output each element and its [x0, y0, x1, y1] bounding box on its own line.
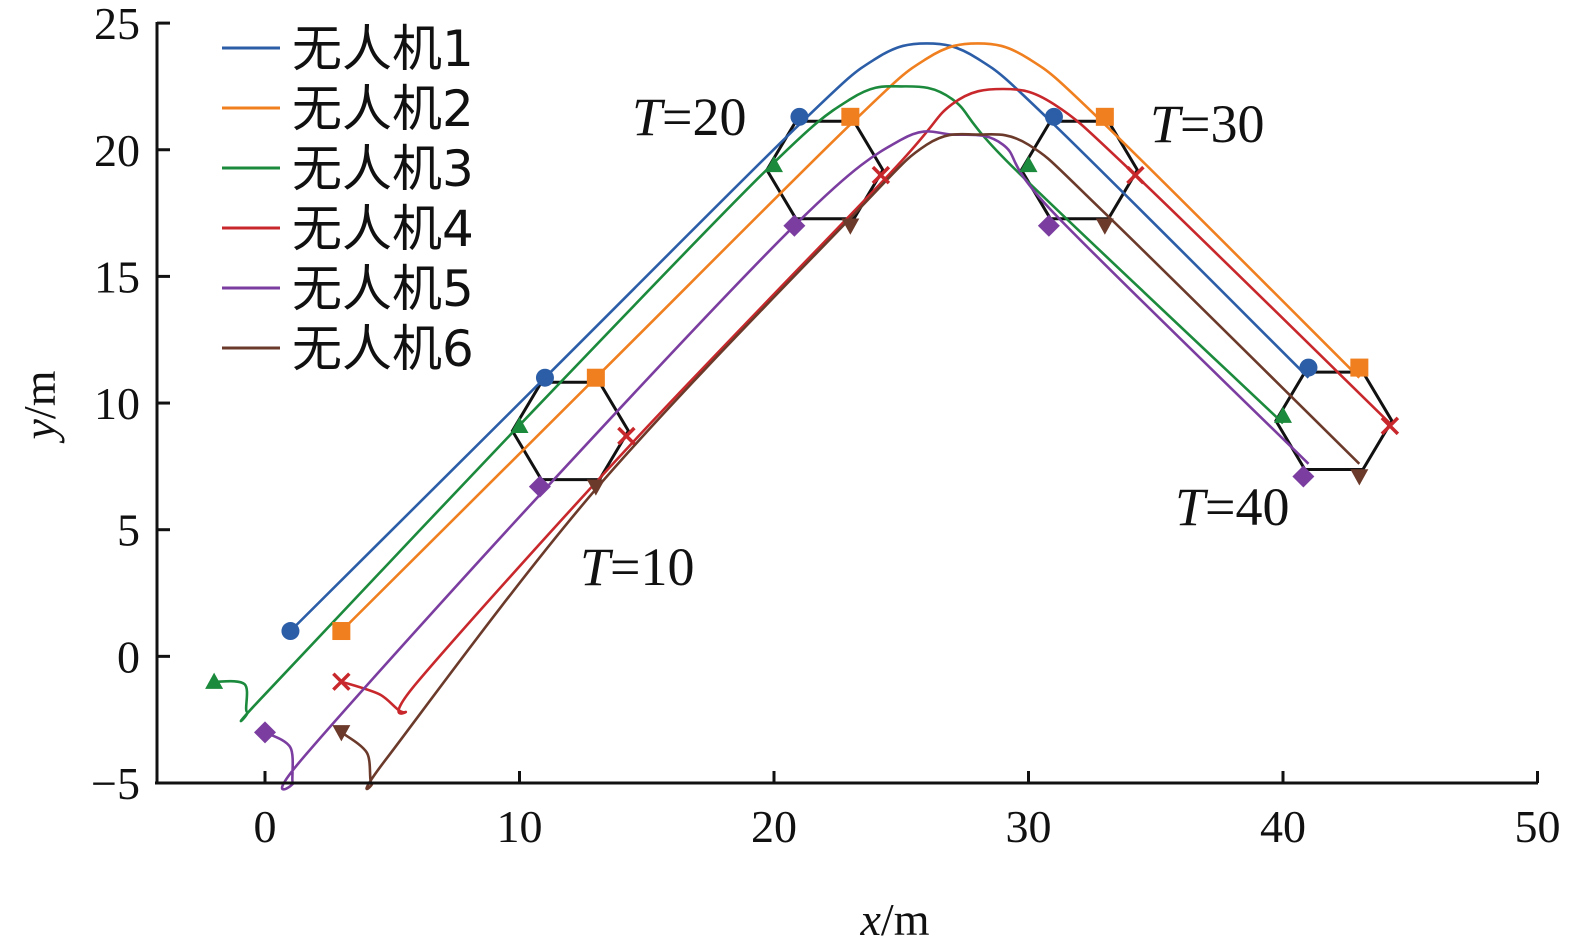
formation-marker-1-5: [528, 475, 551, 498]
formation-marker-1-3: [510, 416, 529, 434]
legend-label-4: 无人机4: [292, 200, 474, 258]
formation-marker-2-5: [783, 214, 806, 237]
start-marker-4: [332, 672, 351, 691]
x-tick-label-30: 30: [1006, 801, 1052, 852]
formation-marker-4-5: [1292, 465, 1315, 488]
formation-marker-2-1: [790, 107, 809, 126]
formation-marker-1-6: [586, 479, 605, 496]
legend-label-6: 无人机6: [292, 320, 474, 378]
formation-marker-4-6: [1350, 469, 1369, 486]
x-axis-title: x/m: [860, 894, 930, 945]
formation-marker-1-2: [586, 368, 605, 387]
formation-marker-3-1: [1044, 107, 1063, 126]
series-line-4: [340, 87, 1391, 715]
annotation-t40: T=40: [1175, 477, 1290, 537]
annotation-t10: T=10: [580, 537, 695, 597]
series-markers: [205, 107, 1400, 744]
formation-marker-2-2: [841, 107, 860, 126]
formation-marker-2-6: [841, 218, 860, 235]
y-axis-title: y/m: [14, 370, 65, 443]
axis-ticks: 0 10 20 30 40 50 −5 0 5 10 15 20 25: [91, 0, 1560, 852]
series-line-2: [340, 42, 1361, 632]
series-line-6: [340, 132, 1361, 791]
series-line-1: [289, 42, 1310, 632]
start-marker-1: [281, 622, 300, 641]
annotation-t20: T=20: [632, 87, 747, 147]
x-tick-label-0: 0: [254, 801, 277, 852]
y-tick-label-25: 25: [94, 0, 140, 49]
formation-hexagon-3: [1019, 119, 1140, 221]
series-line-3: [213, 85, 1284, 723]
start-marker-2: [332, 622, 351, 641]
formation-marker-3-6: [1095, 218, 1114, 235]
formation-marker-4-3: [1274, 406, 1292, 423]
y-tick-label--5: −5: [91, 758, 140, 809]
y-tick-label-15: 15: [94, 251, 140, 302]
start-marker-5: [254, 721, 276, 744]
series-line-5: [264, 130, 1310, 791]
formation-marker-4-1: [1299, 358, 1318, 377]
y-tick-label-20: 20: [94, 125, 140, 176]
formation-marker-4-2: [1350, 358, 1369, 377]
legend-label-3: 无人机3: [292, 140, 474, 198]
series-lines: [213, 42, 1391, 791]
y-tick-label-10: 10: [94, 378, 140, 429]
formation-hexagons: [510, 119, 1394, 482]
legend-label-1: 无人机1: [292, 20, 474, 78]
formation-marker-2-3: [765, 155, 783, 173]
y-tick-label-0: 0: [117, 631, 140, 682]
start-marker-3: [205, 672, 224, 689]
y-tick-label-5: 5: [117, 505, 140, 556]
x-tick-label-10: 10: [497, 801, 543, 852]
legend-label-5: 无人机5: [292, 260, 474, 318]
legend: 无人机1 无人机2 无人机3 无人机4 无人机5 无人机6: [222, 20, 474, 378]
formation-marker-1-4: [617, 426, 636, 446]
formation-marker-3-3: [1019, 155, 1038, 173]
formation-hexagon-4: [1274, 370, 1394, 471]
x-tick-label-50: 50: [1515, 801, 1561, 852]
legend-label-2: 无人机2: [292, 80, 474, 138]
formation-marker-3-4: [1126, 165, 1145, 185]
x-tick-label-40: 40: [1260, 801, 1306, 852]
formation-marker-1-1: [535, 368, 554, 387]
formation-marker-4-4: [1380, 416, 1400, 436]
x-tick-label-20: 20: [751, 801, 797, 852]
annotation-t30: T=30: [1150, 94, 1265, 154]
start-marker-6: [332, 725, 351, 742]
formation-marker-3-2: [1095, 107, 1114, 126]
formation-marker-2-4: [871, 165, 891, 185]
formation-marker-3-5: [1037, 214, 1060, 237]
